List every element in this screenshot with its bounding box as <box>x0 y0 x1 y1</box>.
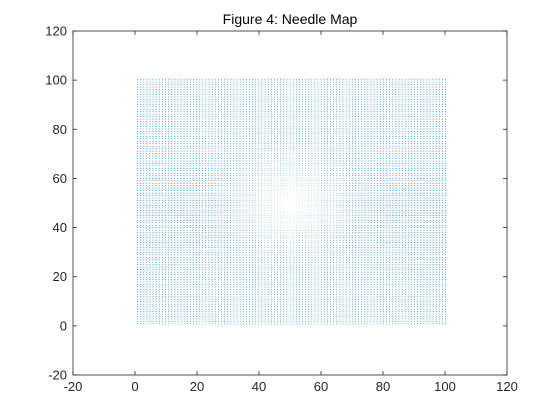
x-tick-label: 80 <box>376 379 390 394</box>
axes-box <box>72 30 508 376</box>
x-tick-label: -20 <box>64 379 83 394</box>
y-tick-label: 20 <box>53 269 67 284</box>
needle-vectors <box>136 78 447 325</box>
y-tick-label: 40 <box>53 220 67 235</box>
x-tick-label: 0 <box>131 379 138 394</box>
tick-marks <box>72 30 508 376</box>
y-tick-label: 80 <box>53 122 67 137</box>
y-tick-label: 0 <box>60 318 67 333</box>
chart-title: Figure 4: Needle Map <box>223 11 358 27</box>
y-tick-label: -20 <box>48 368 67 383</box>
y-tick-label: 120 <box>45 24 67 39</box>
x-tick-label: 60 <box>314 379 328 394</box>
x-tick-label: 100 <box>434 379 456 394</box>
tick-labels: -20 0 20 40 60 80 100 120 -20 0 20 40 60 80 100 120 <box>45 24 518 395</box>
x-tick-label: 40 <box>252 379 266 394</box>
x-tick-label: 120 <box>496 379 518 394</box>
y-tick-label: 100 <box>45 73 67 88</box>
needle-field <box>136 78 447 325</box>
y-tick-label: 60 <box>53 171 67 186</box>
x-tick-label: 20 <box>190 379 204 394</box>
axes-frame <box>72 30 508 376</box>
